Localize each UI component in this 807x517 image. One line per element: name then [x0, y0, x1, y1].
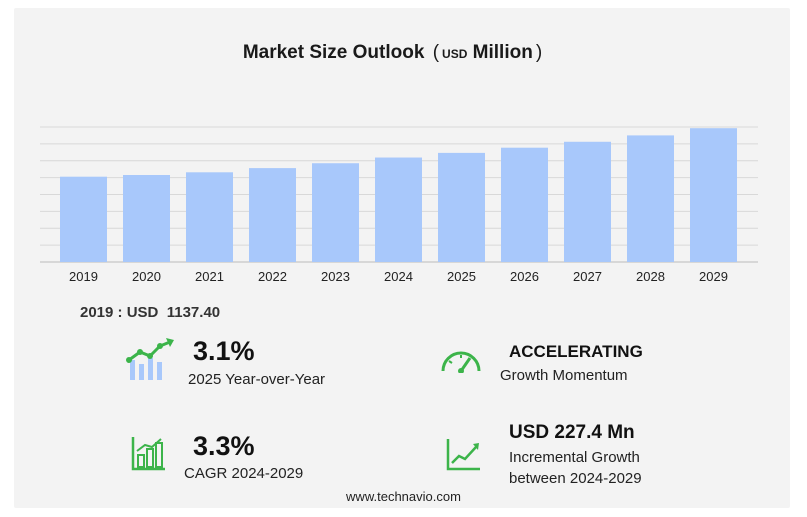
cagr-label: CAGR 2024-2029 [184, 465, 304, 482]
yoy-value: 3.1% [193, 336, 255, 366]
x-tick-2022: 2022 [258, 269, 287, 284]
bar-chart: 2019 2020 2021 2022 2023 2024 2025 2026 2027 2028… [40, 126, 758, 284]
incremental-label-line1: Incremental Growth [509, 449, 640, 466]
x-tick-2027: 2027 [573, 269, 602, 284]
bar-2020 [123, 175, 170, 262]
x-tick-2029: 2029 [699, 269, 728, 284]
bar-2025 [438, 152, 485, 262]
bar-2021 [186, 172, 233, 262]
x-tick-2025: 2025 [447, 269, 476, 284]
bar-2019 [60, 176, 107, 262]
bar-2022 [249, 168, 296, 262]
yoy-label: 2025 Year-over-Year [188, 371, 326, 388]
bar-2023 [312, 163, 359, 262]
incremental-value: USD 227.4 Mn [509, 422, 635, 443]
x-tick-2024: 2024 [384, 269, 413, 284]
incremental-label-line2: between 2024-2029 [509, 470, 642, 487]
growth-chart-icon [126, 338, 174, 380]
x-tick-2019: 2019 [69, 269, 98, 284]
footer-source: www.technavio.com [346, 489, 461, 504]
base-year-value: 2019 : USD 1137.40 [80, 304, 221, 321]
x-tick-2021: 2021 [195, 269, 224, 284]
x-tick-2028: 2028 [636, 269, 665, 284]
bar-2028 [627, 135, 674, 262]
x-tick-labels: 2019 2020 2021 2022 2023 2024 2025 2026 2027 2028… [69, 269, 728, 284]
momentum-value: ACCELERATING [509, 342, 643, 361]
bar-2029 [690, 128, 737, 262]
bar-2027 [564, 141, 611, 262]
bar-2026 [501, 147, 548, 262]
bar-chart-icon [131, 437, 165, 471]
x-tick-2026: 2026 [510, 269, 539, 284]
speedometer-icon [441, 351, 481, 373]
bars [60, 128, 737, 262]
line-chart-icon [446, 439, 480, 471]
momentum-label: Growth Momentum [500, 367, 628, 384]
bar-2024 [375, 157, 422, 262]
cagr-value: 3.3% [193, 431, 255, 461]
chart-title: Market Size Outlook (USD Million) [242, 42, 543, 63]
x-tick-2020: 2020 [132, 269, 161, 284]
x-tick-2023: 2023 [321, 269, 350, 284]
